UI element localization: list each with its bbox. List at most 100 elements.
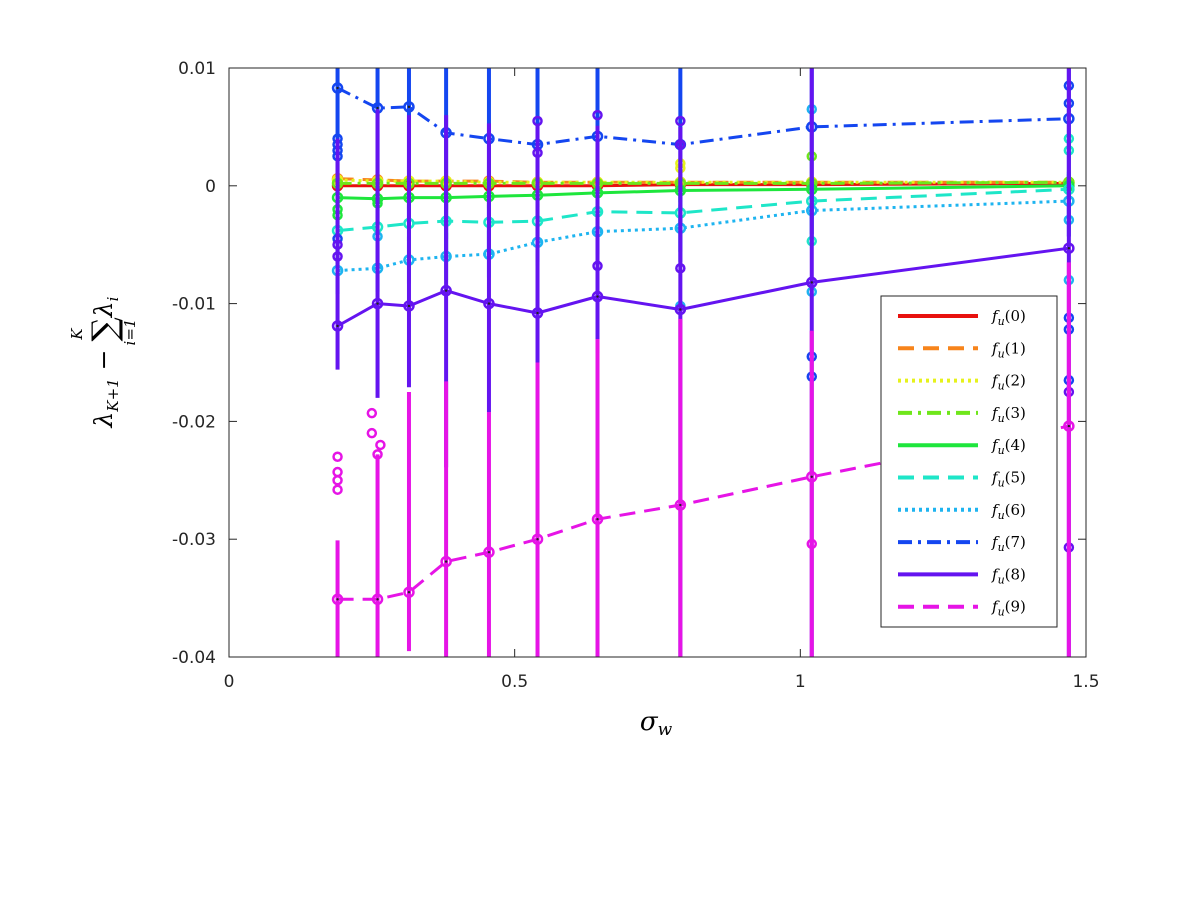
x-tick-label: 1 xyxy=(795,672,806,692)
outlier-point xyxy=(806,538,818,550)
data-point-center xyxy=(407,591,411,594)
series-line xyxy=(336,246,1070,328)
data-point xyxy=(806,471,818,483)
legend-box xyxy=(880,295,1058,628)
outlier-point xyxy=(332,251,343,262)
data-point-center xyxy=(407,105,411,109)
data-point xyxy=(403,300,415,312)
outlier-point xyxy=(675,115,686,127)
ticks-layer: 0 0.5 1 1.5 -0.04 -0.03 -0.02 -0.01 0 0.01 xyxy=(172,59,1100,692)
series-line xyxy=(337,424,1070,601)
outlier-point xyxy=(366,427,378,439)
y-axis-title: λK+1 − ∑λi K i=1 xyxy=(68,296,139,428)
data-point xyxy=(403,101,415,113)
svg-text:i=1: i=1 xyxy=(121,319,139,346)
y-tick-label: -0.02 xyxy=(172,412,216,432)
series-line xyxy=(337,180,1069,185)
data-point xyxy=(331,320,344,332)
data-point-center xyxy=(679,503,682,507)
data-point-center xyxy=(536,311,539,315)
outlier-point xyxy=(532,115,543,127)
data-point-center xyxy=(596,295,599,298)
series-line xyxy=(336,86,1069,147)
data-point-center xyxy=(336,86,339,90)
data-point-center xyxy=(376,106,379,110)
outlier-point xyxy=(532,147,543,159)
data-point-center xyxy=(444,560,448,563)
outlier-point xyxy=(372,449,383,460)
data-point-center xyxy=(487,302,491,305)
data-point-center xyxy=(336,598,339,601)
series-line xyxy=(337,187,1069,233)
data-point xyxy=(674,303,687,316)
data-point-center xyxy=(444,289,448,292)
legend-label: fu(3) xyxy=(991,404,1026,425)
outlier-point xyxy=(332,451,343,462)
y-tick-label: -0.01 xyxy=(172,295,216,315)
series-line xyxy=(337,184,1069,201)
data-point-center xyxy=(336,324,339,328)
outlier-point xyxy=(332,239,343,250)
data-point xyxy=(371,297,384,310)
data-point xyxy=(440,284,452,297)
data-point xyxy=(331,82,344,94)
outlier-point xyxy=(332,475,343,486)
data-point-center xyxy=(679,308,682,311)
legend-label: fu(7) xyxy=(991,533,1026,554)
svg-text:λK+1 − ∑λi: λK+1 − ∑λi xyxy=(85,296,125,428)
data-point-center xyxy=(810,281,813,284)
data-point xyxy=(806,276,818,289)
data-point xyxy=(591,290,604,303)
legend-label: fu(9) xyxy=(991,598,1026,619)
series-line xyxy=(337,199,1069,273)
y-tick-label: -0.03 xyxy=(172,530,216,550)
data-point-center xyxy=(810,475,813,478)
data-point-center xyxy=(1067,424,1071,428)
y-tick-label: 0.01 xyxy=(178,59,216,79)
x-tick-label: 1.5 xyxy=(1072,672,1099,692)
outlier-point xyxy=(366,407,378,419)
data-point xyxy=(674,499,687,511)
y-tick-label: -0.04 xyxy=(172,648,216,668)
y-tick-label: 0 xyxy=(205,177,216,197)
data-layer xyxy=(331,68,1075,657)
legend-label: fu(6) xyxy=(991,501,1026,522)
outlier-point xyxy=(592,260,603,272)
outlier-point xyxy=(675,139,686,150)
legend-label: fu(1) xyxy=(991,339,1026,360)
legend-label: fu(5) xyxy=(991,469,1026,490)
series-9 xyxy=(331,262,1075,657)
data-point-center xyxy=(407,304,411,308)
data-point-center xyxy=(487,550,491,554)
data-point xyxy=(483,546,495,558)
data-point-center xyxy=(536,538,539,541)
data-point-center xyxy=(1067,247,1071,250)
data-point xyxy=(331,593,344,606)
data-point-center xyxy=(376,302,379,305)
data-point-center xyxy=(596,517,599,521)
legend-label: fu(4) xyxy=(991,436,1026,457)
plot-frame xyxy=(228,67,1087,658)
outlier-point xyxy=(592,109,603,121)
data-point xyxy=(371,593,384,606)
data-point xyxy=(483,297,495,310)
legend-label: fu(2) xyxy=(991,372,1026,393)
data-point xyxy=(531,533,544,545)
data-point xyxy=(440,555,452,568)
data-point xyxy=(591,513,604,525)
legend: fu(0) fu(1) fu(2) fu(3) fu(4) fu(5) fu(6) fu(7)… xyxy=(880,295,1058,628)
data-point xyxy=(1063,420,1075,432)
x-tick-label: 0 xyxy=(224,672,235,692)
data-point xyxy=(531,307,544,319)
data-point xyxy=(403,586,415,598)
data-point-center xyxy=(376,598,379,601)
legend-label: fu(0) xyxy=(991,307,1026,328)
outlier-point xyxy=(332,484,343,495)
data-point xyxy=(1063,242,1075,254)
outlier-point xyxy=(375,439,386,451)
x-axis-title: σw xyxy=(640,707,673,740)
outlier-point xyxy=(675,263,686,274)
legend-label: fu(8) xyxy=(991,565,1026,586)
x-tick-label: 0.5 xyxy=(501,672,528,692)
